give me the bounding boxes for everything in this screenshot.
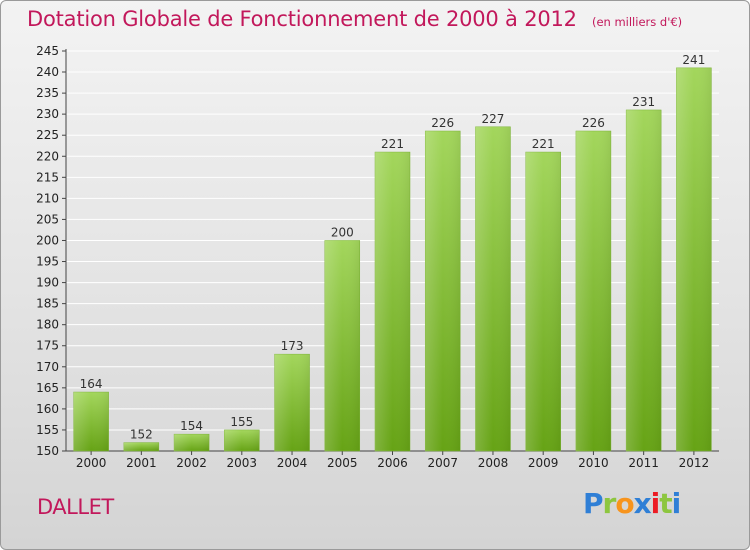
x-tick-label-2003: 2003 bbox=[227, 456, 258, 470]
value-label-2000: 164 bbox=[80, 377, 103, 391]
y-tick-label: 230 bbox=[36, 107, 59, 121]
y-tick-label: 225 bbox=[36, 128, 59, 142]
bar-shine bbox=[525, 152, 561, 452]
y-tick-label: 195 bbox=[36, 255, 59, 269]
y-tick-label: 190 bbox=[36, 276, 59, 290]
bar-layer bbox=[73, 67, 712, 452]
x-tick-label-2012: 2012 bbox=[679, 456, 710, 470]
value-label-2007: 226 bbox=[431, 116, 454, 130]
chart-title: Dotation Globale de Fonctionnement de 20… bbox=[27, 7, 577, 31]
y-tick-label: 220 bbox=[36, 149, 59, 163]
label-layer: 150 155 160 165 170 175 180 185 190 195 200 205 210 2… bbox=[36, 44, 709, 470]
bar-shine bbox=[73, 392, 109, 451]
bar-shine bbox=[676, 67, 712, 451]
y-tick-label: 245 bbox=[36, 44, 59, 58]
bar-shine bbox=[274, 354, 310, 451]
bar-shine bbox=[475, 126, 511, 451]
x-tick-label-2004: 2004 bbox=[277, 456, 308, 470]
logo-letter: t bbox=[659, 487, 672, 520]
y-tick-label: 240 bbox=[36, 65, 59, 79]
bar-shine bbox=[375, 152, 410, 452]
proxiti-logo[interactable]: Proxiti bbox=[583, 487, 682, 520]
bar-shine bbox=[123, 442, 159, 451]
x-tick-label-2011: 2011 bbox=[628, 456, 659, 470]
y-tick-label: 165 bbox=[36, 381, 59, 395]
value-label-2001: 152 bbox=[130, 428, 153, 442]
y-tick-label: 200 bbox=[36, 233, 59, 247]
y-tick-label: 150 bbox=[36, 444, 59, 458]
chart-title-block: Dotation Globale de Fonctionnement de 20… bbox=[27, 7, 682, 31]
x-tick-label-2000: 2000 bbox=[76, 456, 107, 470]
logo-letter: i bbox=[650, 487, 661, 520]
x-tick-label-2002: 2002 bbox=[176, 456, 207, 470]
value-label-2006: 221 bbox=[381, 137, 404, 151]
x-tick-label-2009: 2009 bbox=[528, 456, 559, 470]
x-tick-label-2006: 2006 bbox=[377, 456, 408, 470]
logo-letter: o bbox=[615, 487, 634, 520]
value-label-2008: 227 bbox=[482, 112, 505, 126]
bar-shine bbox=[626, 109, 662, 452]
value-label-2003: 155 bbox=[230, 415, 253, 429]
logo-letter: P bbox=[583, 487, 604, 520]
x-tick-label-2005: 2005 bbox=[327, 456, 358, 470]
y-tick-label: 215 bbox=[36, 170, 59, 184]
logo-letter: i bbox=[671, 487, 682, 520]
value-label-2012: 241 bbox=[682, 53, 705, 67]
logo-letter: x bbox=[633, 487, 652, 520]
value-label-2005: 200 bbox=[331, 225, 354, 239]
y-tick-label: 160 bbox=[36, 402, 59, 416]
x-tick-label-2008: 2008 bbox=[478, 456, 509, 470]
bar-shine bbox=[575, 131, 611, 451]
y-tick-label: 235 bbox=[36, 86, 59, 100]
y-tick-label: 210 bbox=[36, 191, 59, 205]
chart-subtitle: (en milliers d'€) bbox=[591, 15, 683, 29]
bar-shine bbox=[224, 429, 260, 451]
y-tick-label: 175 bbox=[36, 339, 59, 353]
logo-letter: r bbox=[602, 487, 617, 520]
y-tick-label: 170 bbox=[36, 360, 59, 374]
bar-shine bbox=[174, 434, 210, 451]
bar-shine bbox=[425, 131, 461, 451]
commune-name: DALLET bbox=[37, 495, 114, 519]
x-tick-label-2001: 2001 bbox=[126, 456, 157, 470]
value-label-2002: 154 bbox=[180, 419, 203, 433]
bar-shine bbox=[324, 240, 360, 451]
y-tick-label: 155 bbox=[36, 423, 59, 437]
value-label-2011: 231 bbox=[632, 95, 655, 109]
value-label-2004: 173 bbox=[281, 339, 304, 353]
value-label-2010: 226 bbox=[582, 116, 605, 130]
value-label-2009: 221 bbox=[532, 137, 555, 151]
y-tick-label: 205 bbox=[36, 212, 59, 226]
y-tick-label: 185 bbox=[36, 297, 59, 311]
y-tick-label: 180 bbox=[36, 318, 59, 332]
x-tick-label-2007: 2007 bbox=[427, 456, 458, 470]
x-tick-label-2010: 2010 bbox=[578, 456, 609, 470]
